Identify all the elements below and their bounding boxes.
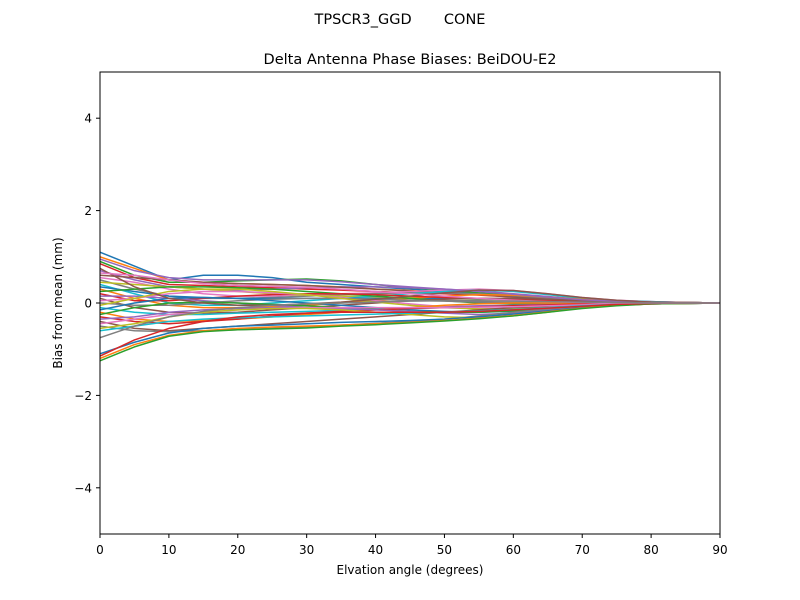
x-axis-label: Elvation angle (degrees)	[337, 563, 484, 577]
series-line-35	[100, 258, 720, 304]
x-tick-label: 80	[643, 543, 658, 557]
series-line-38	[100, 299, 720, 339]
x-tick-label: 90	[712, 543, 727, 557]
y-tick-label: −4	[74, 481, 92, 495]
chart-suptitle: TPSCR3_GGD CONE	[314, 12, 486, 28]
x-tick-label: 40	[368, 543, 383, 557]
series-line-33	[100, 302, 720, 362]
x-tick-label: 0	[96, 543, 104, 557]
y-tick-label: −2	[74, 389, 92, 403]
x-tick-label: 50	[437, 543, 452, 557]
y-axis-label: Bias from mean (mm)	[51, 237, 65, 368]
y-tick-label: 0	[84, 297, 92, 311]
x-tick-label: 30	[299, 543, 314, 557]
y-tick-label: 2	[84, 204, 92, 218]
series-line-36	[100, 267, 720, 307]
x-tick-label: 70	[575, 543, 590, 557]
x-tick-label: 20	[230, 543, 245, 557]
y-axis: −4 −2 0 2 4	[74, 112, 100, 495]
series-layer	[100, 251, 720, 362]
x-tick-label: 60	[506, 543, 521, 557]
x-tick-label: 10	[161, 543, 176, 557]
x-axis: 0 10 20 30 40 50 60 70 80 90	[96, 534, 728, 557]
chart-title: Delta Antenna Phase Biases: BeiDOU-E2	[264, 52, 557, 68]
series-line-34	[100, 302, 720, 357]
y-tick-label: 4	[84, 112, 92, 126]
